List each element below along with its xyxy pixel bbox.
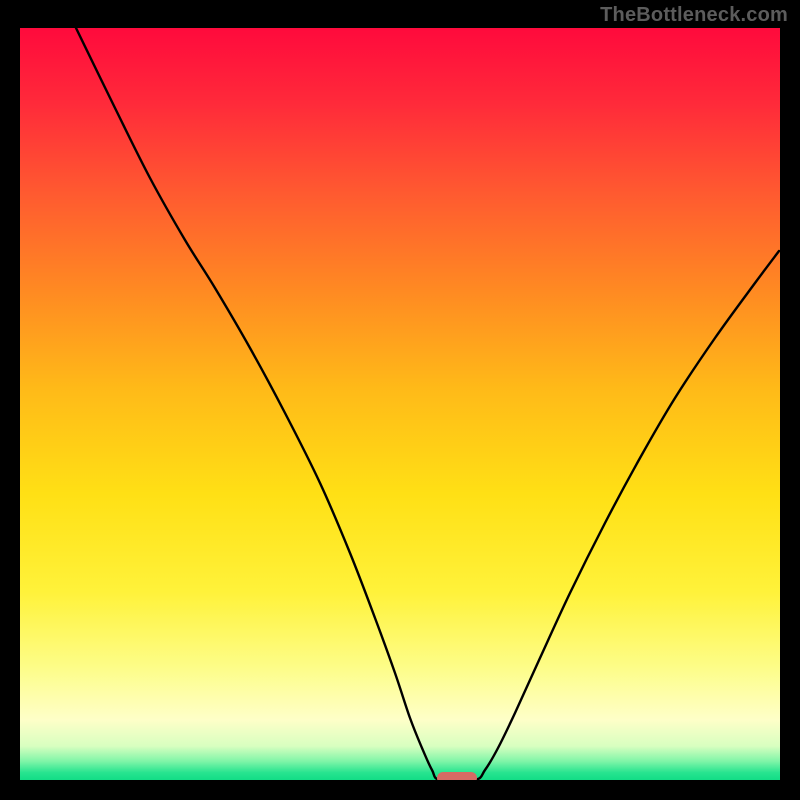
bottleneck-curve — [20, 28, 780, 780]
chart-frame: TheBottleneck.com — [0, 0, 800, 800]
watermark-text: TheBottleneck.com — [600, 4, 788, 27]
plot-area — [20, 28, 780, 780]
optimum-marker — [437, 772, 477, 780]
